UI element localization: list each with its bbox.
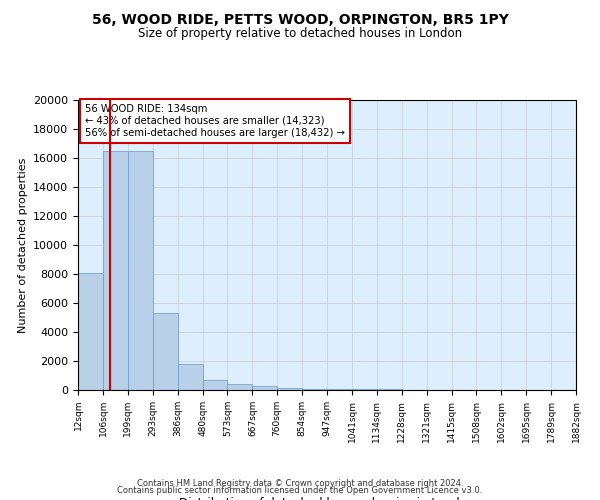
Text: 56, WOOD RIDE, PETTS WOOD, ORPINGTON, BR5 1PY: 56, WOOD RIDE, PETTS WOOD, ORPINGTON, BR… xyxy=(92,12,508,26)
Bar xyxy=(203,380,227,390)
Bar xyxy=(302,388,327,390)
Text: Contains HM Land Registry data © Crown copyright and database right 2024.: Contains HM Land Registry data © Crown c… xyxy=(137,478,463,488)
Bar xyxy=(277,388,302,390)
Text: 56 WOOD RIDE: 134sqm
← 43% of detached houses are smaller (14,323)
56% of semi-d: 56 WOOD RIDE: 134sqm ← 43% of detached h… xyxy=(85,104,346,138)
Bar xyxy=(178,364,203,390)
Bar xyxy=(227,384,253,390)
Bar xyxy=(78,272,103,390)
Bar xyxy=(253,386,277,390)
Bar xyxy=(153,313,178,390)
Bar xyxy=(128,151,153,390)
X-axis label: Distribution of detached houses by size in London: Distribution of detached houses by size … xyxy=(179,498,475,500)
Text: Size of property relative to detached houses in London: Size of property relative to detached ho… xyxy=(138,28,462,40)
Bar xyxy=(103,151,128,390)
Y-axis label: Number of detached properties: Number of detached properties xyxy=(17,158,28,332)
Bar xyxy=(327,389,352,390)
Text: Contains public sector information licensed under the Open Government Licence v3: Contains public sector information licen… xyxy=(118,486,482,495)
